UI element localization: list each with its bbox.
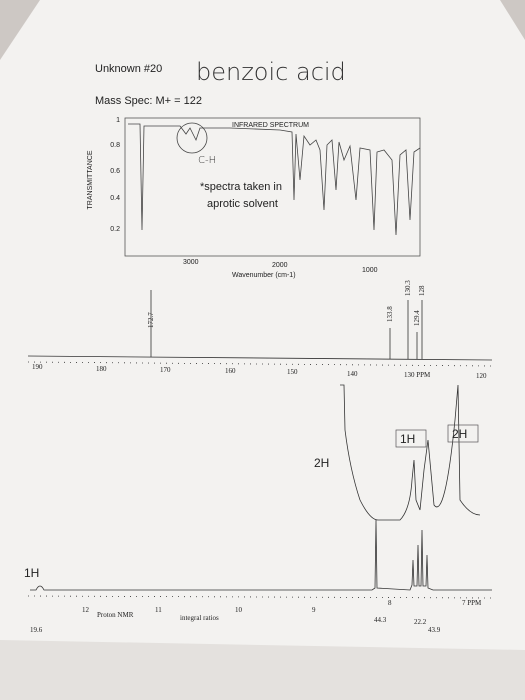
h1-x-tick: 10 — [235, 606, 243, 614]
annotation-box — [447, 424, 479, 443]
h1-spectrum: 12 11 10 9 8 7 PPM Proton NMR integral r… — [24, 384, 493, 634]
h1-x-tick: 9 — [312, 606, 316, 614]
c13-peak-label: 172.7 — [147, 312, 155, 328]
ch-circle — [176, 122, 208, 154]
annotation-box — [395, 429, 427, 448]
mass-spec: Mass Spec: M+ = 122 — [95, 95, 202, 107]
h1-x-tick: 12 — [82, 606, 90, 614]
c13-peak-label: 129.4 — [413, 310, 421, 326]
h1-x-tick: 8 — [388, 599, 392, 607]
ir-x-tick: 3000 — [183, 259, 199, 266]
h1-annotation: 2H — [314, 456, 329, 470]
c13-x-tick: 140 — [347, 370, 358, 378]
c13-x-tick: 170 — [160, 366, 171, 374]
h1-trace — [30, 519, 492, 591]
ir-y-tick: 0.6 — [110, 168, 120, 175]
ir-trace — [128, 123, 421, 236]
paper-shadow — [0, 640, 525, 700]
h1-annotation: 2H — [452, 427, 467, 441]
c13-x-tick: 130 PPM — [404, 371, 431, 379]
ir-y-tick: 0.4 — [110, 195, 120, 202]
c13-x-tick: 160 — [225, 367, 236, 375]
c13-x-tick: 190 — [32, 363, 43, 371]
ir-spectrum: INFRARED SPECTRUM TRANSMITTANCE 1 0.8 0.… — [87, 117, 421, 279]
h1-integral: 44.3 — [374, 616, 387, 624]
c13-x-tick: 150 — [287, 368, 298, 376]
c13-x-tick: 180 — [96, 365, 107, 373]
h1-integral: 19.6 — [30, 626, 43, 634]
title: Unknown #20 — [95, 63, 162, 75]
h1-integral-curve — [340, 384, 481, 521]
h1-x-tick: 7 PPM — [462, 599, 482, 607]
ir-annotation: C-H — [198, 155, 216, 166]
h1-integral: 22.2 — [414, 618, 427, 626]
c13-baseline — [27, 355, 493, 361]
ir-title: INFRARED SPECTRUM — [232, 122, 309, 129]
c13-peak-label: 128 — [418, 285, 426, 296]
h1-x-tick: 11 — [155, 606, 162, 614]
h1-axis-label: Proton NMR — [97, 611, 134, 619]
ir-frame — [124, 117, 421, 257]
ir-y-tick: 0.2 — [110, 226, 120, 233]
c13-spectrum: 172.7 133.8 130.3 129.4 128 190 180 170 … — [27, 280, 493, 380]
ir-y-tick: 0.8 — [110, 142, 120, 149]
ir-note: aprotic solvent — [207, 198, 278, 210]
c13-x-tick: 120 — [476, 372, 487, 380]
ir-note: *spectra taken in — [200, 181, 282, 193]
ir-x-tick: 2000 — [272, 262, 288, 269]
c13-peak-label: 133.8 — [386, 306, 394, 322]
ir-x-tick: 1000 — [362, 267, 378, 274]
c13-peak-label: 130.3 — [404, 280, 412, 296]
h1-annotation: 1H — [24, 566, 39, 580]
ir-y-tick: 1 — [116, 117, 120, 124]
h1-integral: 43.9 — [428, 626, 441, 634]
ir-x-label: Wavenumber (cm-1) — [232, 272, 296, 279]
h1-integral-label: integral ratios — [180, 614, 219, 622]
h1-annotation: 1H — [400, 432, 415, 446]
handwritten-name: benzoic acid — [196, 58, 346, 86]
ir-y-label: TRANSMITTANCE — [87, 150, 94, 209]
